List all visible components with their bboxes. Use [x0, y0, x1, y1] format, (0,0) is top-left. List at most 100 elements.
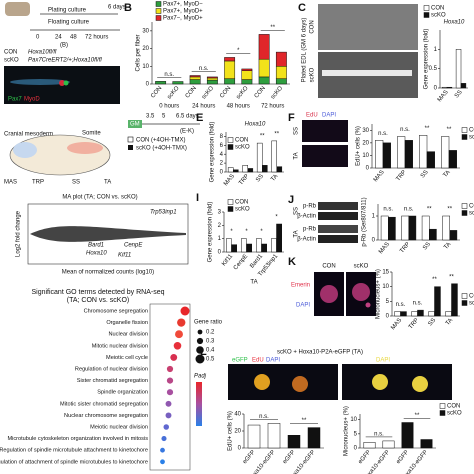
- y-axis-label: EdU+ cells (%): [228, 411, 234, 451]
- stain-label: EdU: [306, 113, 318, 119]
- x-tick-label: MAS: [390, 317, 403, 331]
- genotype: Pax7CreERT2/+;Hoxa10fl/fl: [28, 58, 102, 64]
- cell: [292, 376, 308, 392]
- step-label: Plating culture: [48, 8, 87, 14]
- x-tick-label: TRP: [399, 241, 411, 254]
- significance: n.s.: [374, 431, 384, 437]
- row-label: TA: [294, 152, 300, 159]
- panel-f-images: EdU DAPI SS TA: [294, 113, 348, 167]
- significance: **: [449, 274, 454, 280]
- gene-label: Kif11: [118, 253, 131, 259]
- y-tick-label: 1: [218, 236, 222, 242]
- bar: [445, 311, 452, 317]
- legend-swatch: [423, 12, 430, 18]
- bar: [419, 135, 428, 169]
- legend-swatch: [461, 127, 468, 133]
- day-label: 6.5 days: [176, 114, 199, 120]
- bar: [401, 215, 410, 241]
- y-tick-label: 0: [354, 446, 358, 452]
- y-tick-label: 0: [218, 250, 222, 256]
- bar: [287, 435, 301, 449]
- y-tick-label: 2: [220, 161, 224, 167]
- cell: [254, 374, 270, 390]
- x-tick-label: SS: [454, 89, 464, 99]
- legend-swatch: [155, 8, 162, 14]
- plot-frame: [27, 203, 189, 265]
- go-term: Nuclear division: [109, 332, 148, 338]
- bar: [189, 75, 201, 78]
- bar: [224, 60, 236, 79]
- legend-label: CON: [469, 128, 474, 134]
- legend-label: CON: [235, 200, 248, 206]
- bar: [247, 424, 261, 449]
- go-term: Spindle organization: [97, 390, 148, 396]
- size-legend-dot: [197, 329, 203, 335]
- gene-label: Trp53inp1: [150, 210, 177, 216]
- go-term: Nuclear chromosome segregation: [64, 413, 148, 419]
- bar: [417, 309, 424, 317]
- cell: [59, 80, 65, 86]
- bar: [375, 140, 384, 169]
- bar: [231, 244, 237, 253]
- go-dot: [177, 318, 186, 327]
- go-term: Meiotic cell cycle: [106, 355, 148, 361]
- bar: [276, 223, 282, 253]
- go-dot: [165, 412, 172, 419]
- blot-band: [318, 212, 358, 220]
- significance: **: [432, 277, 437, 283]
- muscle-label: TRP: [32, 180, 44, 186]
- significance: **: [302, 418, 307, 424]
- group-label: 0 hours: [159, 104, 179, 110]
- y-tick-label: 6: [220, 143, 224, 149]
- y-tick-label: 0: [386, 314, 390, 320]
- legend-label: scKO: [469, 211, 474, 217]
- image-label: CON: [310, 20, 316, 33]
- bar: [275, 78, 287, 85]
- size-legend-label: 0.3: [206, 339, 215, 345]
- significance: n.s.: [413, 301, 423, 307]
- go-term: Mitotic sister chromatid segregation: [60, 401, 148, 407]
- micrograph: [302, 145, 348, 167]
- micrograph: [342, 364, 452, 400]
- y-tick-label: 0.5: [429, 66, 438, 72]
- plot-frame: [149, 303, 191, 471]
- bar: [246, 243, 252, 253]
- y-tick-label: 0: [220, 170, 224, 176]
- x-tick-label: CON: [219, 85, 232, 99]
- legend-swatch: [128, 145, 133, 150]
- legend-label: CON: [469, 294, 474, 300]
- go-term: Sister chromatid segregation: [77, 378, 148, 384]
- go-term: Microtubule cytoskeleton organization in…: [7, 436, 148, 442]
- fiber: [322, 70, 412, 76]
- x-tick-label: MAS: [437, 89, 450, 103]
- group-label: SS: [294, 207, 300, 215]
- group-label: CON (+4OH-TMX): [136, 138, 186, 144]
- ma-cloud: [30, 226, 186, 242]
- y-tick-label: 0: [372, 238, 376, 244]
- plot-title: MA plot (TA; CON vs. scKO): [62, 195, 137, 201]
- significance: *: [260, 229, 263, 235]
- bar: [241, 68, 253, 71]
- x-tick-label: TA: [270, 173, 279, 182]
- panel-label: F: [288, 112, 295, 124]
- ma-plot: MA plot (TA; CON vs. scKO) Log2 fold cha…: [16, 195, 189, 276]
- panel-a: 6 days Plating culture Floating culture …: [4, 2, 126, 104]
- fiber: [10, 79, 70, 85]
- stain-label: MyoD: [24, 97, 40, 103]
- y-tick-label: 2: [218, 223, 222, 229]
- bar: [224, 78, 236, 85]
- image-label: scKO: [310, 67, 316, 82]
- schematic-label: Cranial mesoderm: [4, 132, 53, 138]
- significance: *: [230, 229, 233, 235]
- legend-swatch: [227, 144, 234, 150]
- chart-title: Hoxa10: [444, 20, 465, 26]
- x-tick-label: SS: [255, 173, 265, 183]
- legend-label: CON: [469, 204, 474, 210]
- panel-title: scKO + Hoxa10-P2A-eGFP (TA): [277, 350, 363, 356]
- stain-label: DAPI: [266, 358, 280, 364]
- y-tick-label: 30: [362, 128, 369, 134]
- bar: [426, 151, 435, 169]
- bar: [241, 79, 253, 85]
- y-axis-label: EdU+ cells (%): [356, 126, 362, 166]
- time-label: 0: [36, 35, 40, 41]
